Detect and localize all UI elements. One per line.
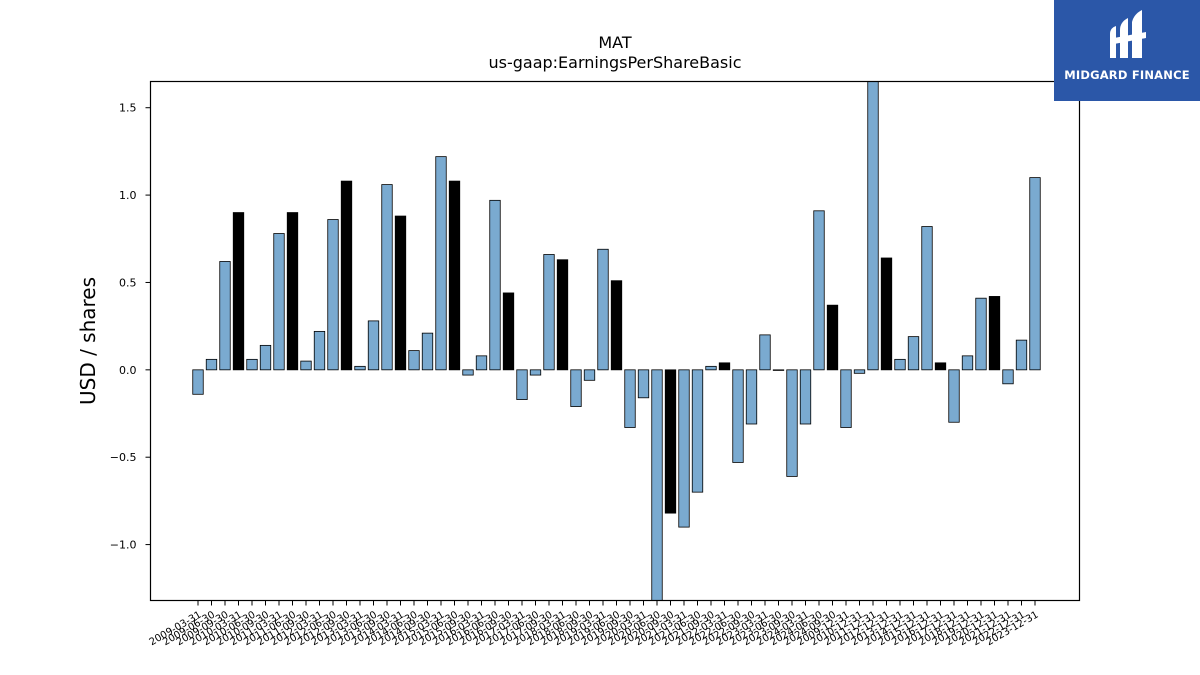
bar-2009-09-30: [219, 261, 231, 371]
bar-2016-12-31: [610, 280, 623, 371]
bar-2012-03-31: [354, 365, 366, 371]
bar-2020-09-30: [813, 210, 825, 371]
bar-2011-12-31: [340, 180, 353, 371]
bar-2021-09-30: [867, 81, 879, 371]
bar-2013-06-30: [421, 332, 434, 371]
y-tick-label: −1.0: [110, 539, 137, 552]
bar-2020-06-30: [799, 369, 812, 425]
bar-2024-09-30: [1029, 177, 1041, 371]
bar-2009-03-31: [192, 369, 204, 395]
bar-2017-09-30: [651, 369, 663, 601]
brand-name: MIDGARD FINANCE: [1064, 68, 1190, 82]
bar-2014-09-30: [489, 199, 501, 371]
bar-2024-06-30: [1015, 339, 1028, 371]
bar-2012-06-30: [367, 320, 380, 371]
bar-2011-09-30: [327, 219, 339, 371]
bar-2020-03-31: [786, 369, 798, 477]
midgard-logo-icon: [1110, 10, 1146, 58]
bar-2013-09-30: [435, 156, 447, 371]
bar-2015-09-30: [543, 254, 555, 371]
plot-frame: [149, 80, 1081, 602]
y-tick-label: 0.5: [119, 276, 137, 289]
bar-2010-03-31: [246, 358, 258, 371]
bar-2014-06-30: [475, 355, 488, 371]
bar-2024-03-31: [1002, 369, 1014, 385]
bar-2014-12-31: [502, 292, 515, 371]
bar-2009-12-31: [232, 212, 245, 371]
bar-2012-09-30: [381, 184, 393, 371]
bar-2017-06-30: [637, 369, 650, 399]
bar-2023-03-31: [948, 369, 960, 423]
bar-2020-12-31: [826, 304, 839, 371]
y-tick-label: 1.5: [119, 102, 137, 115]
bar-2018-03-31: [678, 369, 690, 528]
bar-2023-09-30: [975, 297, 987, 371]
bar-2011-06-30: [313, 330, 326, 371]
x-axis: 2009-03-312009-06-302009-09-302010-03-31…: [148, 600, 1041, 648]
y-tick-label: −0.5: [110, 451, 137, 464]
bar-2019-09-30: [759, 334, 771, 371]
y-axis-label: USD / shares: [76, 277, 100, 405]
bar-2022-03-31: [894, 358, 906, 371]
y-tick-label: 0.0: [119, 364, 137, 377]
y-axis: −1.0 −0.5 0.0 0.5 1.0 1.5: [110, 102, 151, 552]
bar-2018-06-30: [691, 369, 704, 493]
bar-2019-06-30: [745, 369, 758, 425]
bar-2013-03-31: [408, 350, 420, 371]
bar-2015-06-30: [529, 369, 542, 376]
bar-2015-03-31: [516, 369, 528, 400]
bar-2017-12-31: [664, 369, 677, 514]
bar-2012-12-31: [394, 215, 407, 371]
bar-2023-12-31: [988, 296, 1001, 371]
chart-title: MAT: [598, 33, 632, 52]
bar-2021-03-31: [840, 369, 852, 428]
bar-2016-03-31: [570, 369, 582, 407]
chart-subtitle: us-gaap:EarningsPerShareBasic: [488, 53, 741, 72]
bar-2019-12-31: [772, 369, 785, 371]
y-tick-label: 1.0: [119, 189, 137, 202]
bar-2017-03-31: [624, 369, 636, 428]
bar-2010-12-31: [286, 212, 299, 371]
bar-2010-06-30: [259, 344, 272, 371]
bar-2013-12-31: [448, 180, 461, 371]
bar-2018-12-31: [718, 362, 731, 371]
bar-2019-03-31: [732, 369, 744, 463]
bar-2022-06-30: [907, 336, 920, 371]
bar-2022-09-30: [921, 226, 933, 371]
bar-2010-09-30: [273, 233, 285, 371]
bar-2016-09-30: [597, 248, 609, 371]
bar-2023-06-30: [961, 355, 974, 371]
bar-2014-03-31: [462, 369, 474, 376]
bar-2021-12-31: [880, 257, 893, 371]
bar-2011-03-31: [300, 360, 312, 371]
bar-2016-06-30: [583, 369, 596, 381]
bar-2015-12-31: [556, 259, 569, 371]
bar-2022-12-31: [934, 362, 947, 371]
bars-group: [192, 81, 1041, 601]
bar-2009-06-30: [205, 358, 218, 371]
bar-2018-09-30: [705, 365, 717, 371]
bar-2021-06-30: [853, 369, 866, 374]
